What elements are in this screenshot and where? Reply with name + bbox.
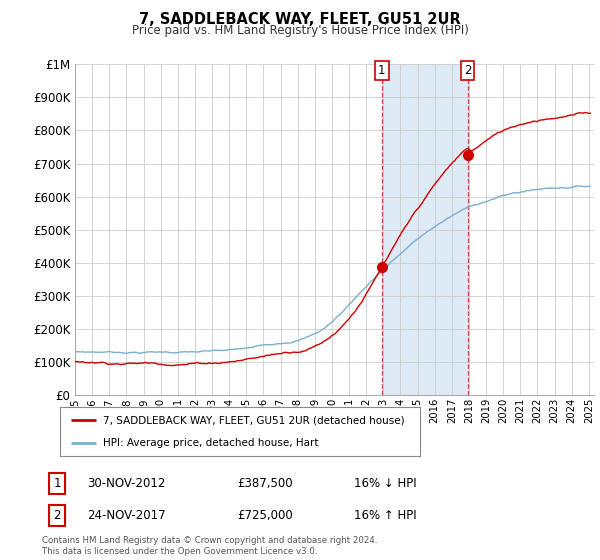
Text: £387,500: £387,500 xyxy=(237,477,293,490)
Text: 7, SADDLEBACK WAY, FLEET, GU51 2UR: 7, SADDLEBACK WAY, FLEET, GU51 2UR xyxy=(139,12,461,27)
Text: 1: 1 xyxy=(53,477,61,490)
Text: HPI: Average price, detached house, Hart: HPI: Average price, detached house, Hart xyxy=(103,438,319,448)
Text: 24-NOV-2017: 24-NOV-2017 xyxy=(87,508,166,522)
Bar xyxy=(382,64,467,395)
Text: Price paid vs. HM Land Registry's House Price Index (HPI): Price paid vs. HM Land Registry's House … xyxy=(131,24,469,37)
Text: £725,000: £725,000 xyxy=(237,508,293,522)
Text: Contains HM Land Registry data © Crown copyright and database right 2024.
This d: Contains HM Land Registry data © Crown c… xyxy=(42,536,377,556)
Text: 16% ↓ HPI: 16% ↓ HPI xyxy=(354,477,416,490)
Text: 2: 2 xyxy=(464,64,471,77)
Text: 2: 2 xyxy=(53,508,61,522)
Text: 30-NOV-2012: 30-NOV-2012 xyxy=(87,477,166,490)
Text: 1: 1 xyxy=(378,64,386,77)
Text: 7, SADDLEBACK WAY, FLEET, GU51 2UR (detached house): 7, SADDLEBACK WAY, FLEET, GU51 2UR (deta… xyxy=(103,416,405,426)
Text: 16% ↑ HPI: 16% ↑ HPI xyxy=(354,508,416,522)
